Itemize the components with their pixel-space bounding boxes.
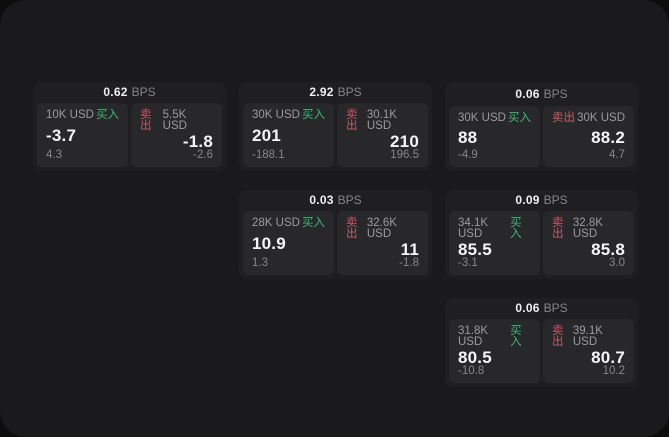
sell-amount: 30K USD	[577, 112, 625, 124]
sell-label: 卖出	[140, 108, 152, 132]
sell-panel[interactable]: 卖出 30K USD 88.2 4.7	[543, 106, 634, 167]
bps-unit-label: BPS	[337, 193, 362, 208]
quote-card: 0.03 BPS 28K USD 买入 10.9 1.3 卖出 32.6K US…	[239, 190, 432, 279]
card-header: 0.06 BPS	[445, 82, 638, 106]
card-header: 0.03 BPS	[239, 190, 432, 211]
buy-panel[interactable]: 30K USD 买入 201 -188.1	[243, 102, 334, 167]
buy-price: -3.7	[46, 125, 77, 145]
sell-delta: 4.7	[609, 148, 625, 161]
sell-amount: 32.6K USD	[366, 216, 397, 240]
sell-price: 80.7	[591, 347, 625, 367]
bps-value: 0.03	[309, 193, 334, 208]
bps-unit-label: BPS	[337, 85, 362, 100]
buy-label: 买入	[96, 108, 119, 121]
buy-amount: 10K USD	[46, 108, 94, 121]
buy-amount: 30K USD	[252, 108, 300, 121]
sell-panel[interactable]: 卖出 32.6K USD 11 -1.8	[337, 210, 428, 275]
card-header: 2.92 BPS	[239, 82, 432, 103]
sell-delta: 10.2	[602, 364, 625, 377]
buy-label: 买入	[510, 216, 522, 240]
buy-delta: -10.8	[458, 364, 485, 377]
bps-unit-label: BPS	[131, 85, 156, 100]
panels-row: 31.8K USD 买入 80.5 -10.8 卖出 39.1K USD 80.…	[445, 318, 638, 388]
sell-panel[interactable]: 卖出 39.1K USD 80.7 10.2	[543, 318, 634, 383]
card-header: 0.62 BPS	[33, 82, 226, 103]
buy-label: 买入	[302, 216, 325, 229]
quote-card: 0.06 BPS 30K USD 买入 88 -4.9 卖出 30K USD	[445, 82, 638, 171]
sell-amount: 5.5K USD	[162, 108, 187, 132]
bps-value: 0.06	[515, 87, 540, 101]
sell-label: 卖出	[346, 108, 358, 132]
sell-panel[interactable]: 卖出 30.1K USD 210 196.5	[337, 102, 428, 167]
panels-row: 10K USD 买入 -3.7 4.3 卖出 5.5K USD -1.8 -2.…	[33, 102, 226, 172]
sell-label: 卖出	[552, 112, 575, 124]
sell-delta: 196.5	[390, 148, 419, 161]
bps-value: 0.09	[515, 193, 540, 208]
sell-price: 210	[390, 131, 419, 151]
quote-card: 0.62 BPS 10K USD 买入 -3.7 4.3 卖出 5.5K USD	[33, 82, 226, 171]
bps-value: 0.06	[515, 301, 540, 316]
buy-amount: 28K USD	[252, 216, 300, 229]
buy-delta: 1.3	[252, 256, 268, 269]
buy-price: 85.5	[458, 239, 492, 259]
card-header: 0.06 BPS	[445, 298, 638, 319]
bps-unit-label: BPS	[543, 301, 568, 316]
bps-value: 0.62	[103, 85, 128, 100]
buy-delta: -4.9	[458, 148, 478, 161]
sell-price: -1.8	[182, 131, 213, 151]
buy-panel[interactable]: 30K USD 买入 88 -4.9	[449, 106, 540, 167]
sell-label: 卖出	[552, 216, 564, 240]
sell-amount: 39.1K USD	[572, 324, 603, 348]
buy-price: 10.9	[252, 233, 286, 253]
bps-unit-label: BPS	[543, 193, 568, 208]
buy-label: 买入	[302, 108, 325, 121]
buy-amount: 30K USD	[458, 112, 506, 124]
bps-unit-label: BPS	[543, 87, 568, 101]
sell-panel[interactable]: 卖出 32.8K USD 85.8 3.0	[543, 210, 634, 275]
buy-delta: -3.1	[458, 256, 478, 269]
quote-cards-grid: 0.62 BPS 10K USD 买入 -3.7 4.3 卖出 5.5K USD	[33, 82, 638, 387]
buy-panel[interactable]: 10K USD 买入 -3.7 4.3	[37, 102, 128, 167]
buy-panel[interactable]: 28K USD 买入 10.9 1.3	[243, 210, 334, 275]
sell-panel[interactable]: 卖出 5.5K USD -1.8 -2.6	[131, 102, 222, 167]
sell-delta: -1.8	[399, 256, 419, 269]
sell-delta: -2.6	[193, 148, 213, 161]
panels-row: 34.1K USD 买入 85.5 -3.1 卖出 32.8K USD 85.8…	[445, 210, 638, 280]
buy-amount: 31.8K USD	[458, 324, 489, 348]
card-header: 0.09 BPS	[445, 190, 638, 211]
sell-delta: 3.0	[609, 256, 625, 269]
panels-row: 28K USD 买入 10.9 1.3 卖出 32.6K USD 11 -1.8	[239, 210, 432, 280]
buy-delta: 4.3	[46, 148, 62, 161]
panels-row: 30K USD 买入 88 -4.9 卖出 30K USD 88.2 4.7	[445, 106, 638, 171]
sell-amount: 32.8K USD	[572, 216, 603, 240]
sell-price: 88.2	[591, 127, 625, 147]
buy-panel[interactable]: 34.1K USD 买入 85.5 -3.1	[449, 210, 540, 275]
quote-card: 2.92 BPS 30K USD 买入 201 -188.1 卖出 30.1K …	[239, 82, 432, 171]
buy-price: 80.5	[458, 347, 492, 367]
quote-card: 0.09 BPS 34.1K USD 买入 85.5 -3.1 卖出 32.8K…	[445, 190, 638, 279]
buy-label: 买入	[510, 324, 522, 348]
buy-price: 88	[458, 127, 478, 147]
panels-row: 30K USD 买入 201 -188.1 卖出 30.1K USD 210 1…	[239, 102, 432, 172]
quote-card: 0.06 BPS 31.8K USD 买入 80.5 -10.8 卖出 39.1…	[445, 298, 638, 387]
buy-amount: 34.1K USD	[458, 216, 489, 240]
sell-label: 卖出	[552, 324, 564, 348]
bps-value: 2.92	[309, 85, 334, 100]
sell-label: 卖出	[346, 216, 358, 240]
sell-price: 85.8	[591, 239, 625, 259]
buy-label: 买入	[508, 112, 531, 124]
sell-amount: 30.1K USD	[366, 108, 397, 132]
buy-panel[interactable]: 31.8K USD 买入 80.5 -10.8	[449, 318, 540, 383]
buy-delta: -188.1	[252, 148, 285, 161]
sell-price: 11	[400, 239, 419, 259]
buy-price: 201	[252, 125, 281, 145]
